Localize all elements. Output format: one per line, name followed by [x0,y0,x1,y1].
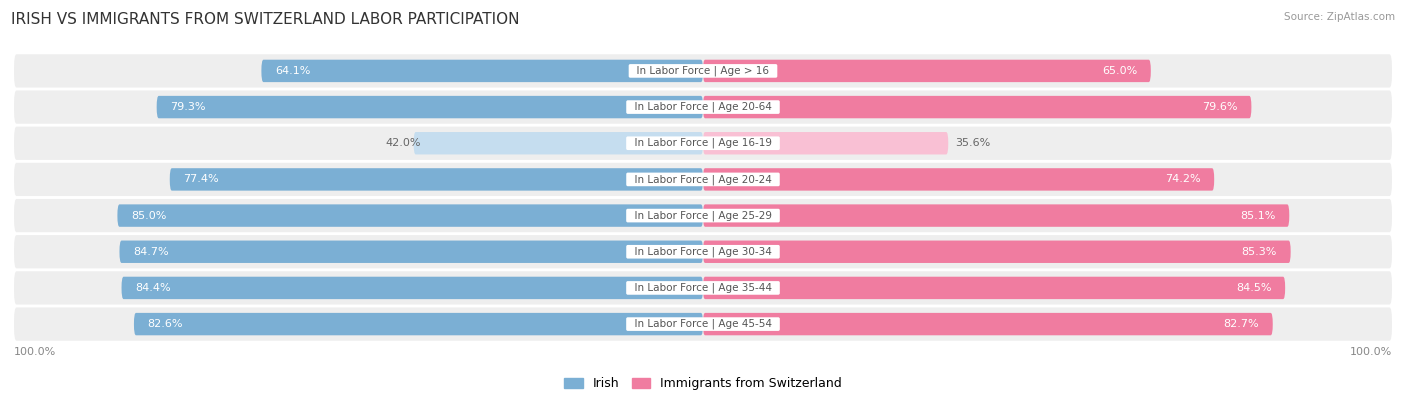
Text: IRISH VS IMMIGRANTS FROM SWITZERLAND LABOR PARTICIPATION: IRISH VS IMMIGRANTS FROM SWITZERLAND LAB… [11,12,520,27]
Text: In Labor Force | Age > 16: In Labor Force | Age > 16 [630,66,776,76]
Text: 100.0%: 100.0% [14,346,56,357]
FancyBboxPatch shape [703,168,1215,191]
Legend: Irish, Immigrants from Switzerland: Irish, Immigrants from Switzerland [558,372,848,395]
Text: 85.1%: 85.1% [1240,211,1275,220]
FancyBboxPatch shape [134,313,703,335]
Text: 42.0%: 42.0% [385,138,420,148]
Text: 77.4%: 77.4% [184,175,219,184]
Text: 85.0%: 85.0% [131,211,166,220]
FancyBboxPatch shape [14,235,1392,268]
FancyBboxPatch shape [703,96,1251,118]
FancyBboxPatch shape [14,199,1392,232]
Text: In Labor Force | Age 25-29: In Labor Force | Age 25-29 [627,210,779,221]
FancyBboxPatch shape [413,132,703,154]
FancyBboxPatch shape [14,90,1392,124]
Text: In Labor Force | Age 30-34: In Labor Force | Age 30-34 [628,246,778,257]
Text: 65.0%: 65.0% [1102,66,1137,76]
FancyBboxPatch shape [121,277,703,299]
FancyBboxPatch shape [703,60,1152,82]
Text: In Labor Force | Age 35-44: In Labor Force | Age 35-44 [627,283,779,293]
FancyBboxPatch shape [703,132,948,154]
Text: 84.4%: 84.4% [135,283,172,293]
Text: 64.1%: 64.1% [276,66,311,76]
FancyBboxPatch shape [703,277,1285,299]
FancyBboxPatch shape [14,127,1392,160]
Text: 79.6%: 79.6% [1202,102,1237,112]
FancyBboxPatch shape [262,60,703,82]
Text: Source: ZipAtlas.com: Source: ZipAtlas.com [1284,12,1395,22]
Text: In Labor Force | Age 45-54: In Labor Force | Age 45-54 [627,319,779,329]
Text: 79.3%: 79.3% [170,102,205,112]
Text: In Labor Force | Age 20-64: In Labor Force | Age 20-64 [628,102,778,112]
Text: 84.7%: 84.7% [134,247,169,257]
FancyBboxPatch shape [14,163,1392,196]
Text: 85.3%: 85.3% [1241,247,1277,257]
Text: 74.2%: 74.2% [1164,175,1201,184]
FancyBboxPatch shape [703,313,1272,335]
FancyBboxPatch shape [14,307,1392,341]
FancyBboxPatch shape [14,54,1392,88]
Text: 82.7%: 82.7% [1223,319,1258,329]
Text: In Labor Force | Age 20-24: In Labor Force | Age 20-24 [628,174,778,185]
FancyBboxPatch shape [156,96,703,118]
Text: In Labor Force | Age 16-19: In Labor Force | Age 16-19 [627,138,779,149]
FancyBboxPatch shape [703,204,1289,227]
Text: 84.5%: 84.5% [1236,283,1271,293]
Text: 35.6%: 35.6% [955,138,990,148]
FancyBboxPatch shape [703,241,1291,263]
FancyBboxPatch shape [120,241,703,263]
Text: 82.6%: 82.6% [148,319,183,329]
FancyBboxPatch shape [14,271,1392,305]
Text: 100.0%: 100.0% [1350,346,1392,357]
FancyBboxPatch shape [170,168,703,191]
FancyBboxPatch shape [117,204,703,227]
